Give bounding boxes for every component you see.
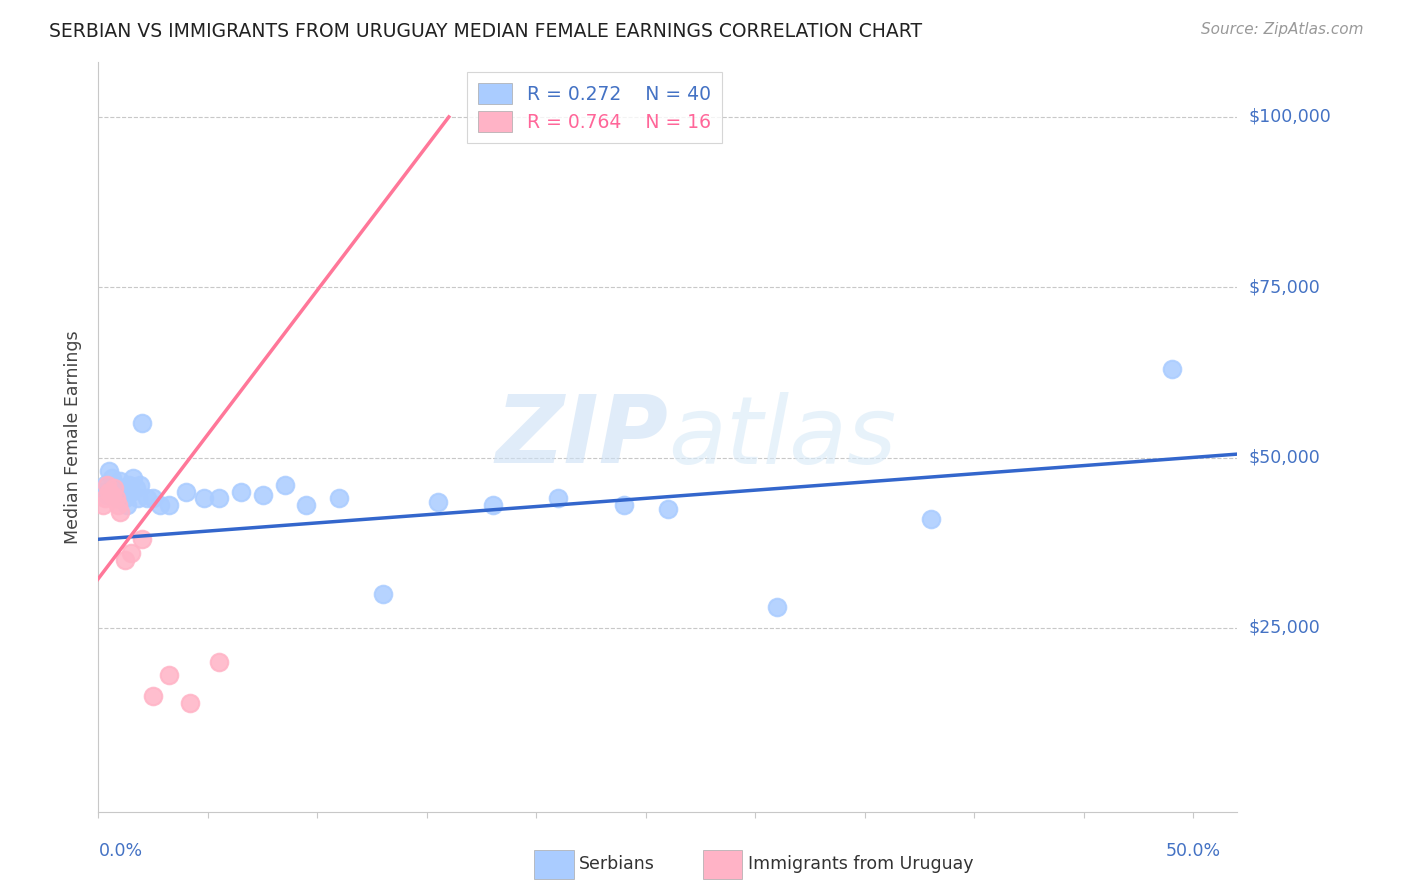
Point (124, 481, 146, 495)
Point (100, 488, 122, 502)
Y-axis label: Median Female Earnings: Median Female Earnings (65, 330, 83, 544)
Text: Immigrants from Uruguay: Immigrants from Uruguay (748, 855, 973, 873)
Point (91, 484, 114, 499)
Point (252, 488, 274, 502)
Point (114, 552, 136, 566)
Point (96, 477, 118, 491)
Text: 0.0%: 0.0% (98, 842, 142, 860)
Point (766, 600, 789, 615)
Point (371, 587, 394, 601)
Point (104, 491, 127, 506)
Point (100, 471, 122, 485)
Point (208, 655, 231, 669)
Point (193, 491, 215, 506)
Text: Serbians: Serbians (579, 855, 655, 873)
Point (118, 477, 141, 491)
Point (94, 477, 117, 491)
Text: ZIP: ZIP (495, 391, 668, 483)
Point (273, 477, 295, 491)
Point (174, 484, 197, 499)
Text: SERBIAN VS IMMIGRANTS FROM URUGUAY MEDIAN FEMALE EARNINGS CORRELATION CHART: SERBIAN VS IMMIGRANTS FROM URUGUAY MEDIA… (49, 22, 922, 41)
Point (110, 475, 132, 489)
Point (120, 546, 142, 560)
Point (131, 533, 153, 547)
Point (107, 491, 129, 506)
Text: $25,000: $25,000 (1249, 619, 1320, 637)
Point (107, 498, 129, 512)
Point (91, 498, 114, 512)
Point (920, 512, 942, 526)
Point (142, 689, 165, 703)
Point (122, 471, 145, 485)
Point (114, 491, 136, 506)
Point (1160, 362, 1182, 376)
Point (657, 501, 679, 516)
Point (96, 488, 118, 502)
Text: 50.0%: 50.0% (1166, 842, 1220, 860)
Point (157, 668, 180, 682)
Text: $100,000: $100,000 (1249, 108, 1331, 126)
Point (98, 484, 121, 499)
Point (481, 498, 503, 512)
Point (613, 498, 636, 512)
Point (104, 484, 127, 499)
Point (103, 477, 125, 491)
Point (129, 477, 152, 491)
Point (131, 417, 153, 431)
Text: $50,000: $50,000 (1249, 449, 1320, 467)
Legend: R = 0.272    N = 40, R = 0.764    N = 16: R = 0.272 N = 40, R = 0.764 N = 16 (467, 72, 721, 143)
Text: $75,000: $75,000 (1249, 278, 1320, 296)
Point (110, 505, 132, 519)
Text: Source: ZipAtlas.com: Source: ZipAtlas.com (1201, 22, 1364, 37)
Point (328, 491, 350, 506)
Point (94, 491, 117, 506)
Point (208, 491, 231, 506)
Point (547, 491, 569, 506)
Text: atlas: atlas (668, 392, 896, 483)
Point (179, 696, 201, 710)
Point (98, 464, 121, 478)
Point (142, 491, 165, 506)
Point (229, 484, 252, 499)
Point (115, 498, 138, 512)
Point (120, 484, 142, 499)
Point (111, 481, 134, 495)
Point (157, 498, 180, 512)
Point (426, 495, 449, 509)
Point (149, 498, 172, 512)
Point (295, 498, 318, 512)
Point (103, 481, 125, 495)
Point (135, 491, 157, 506)
Point (127, 491, 149, 506)
